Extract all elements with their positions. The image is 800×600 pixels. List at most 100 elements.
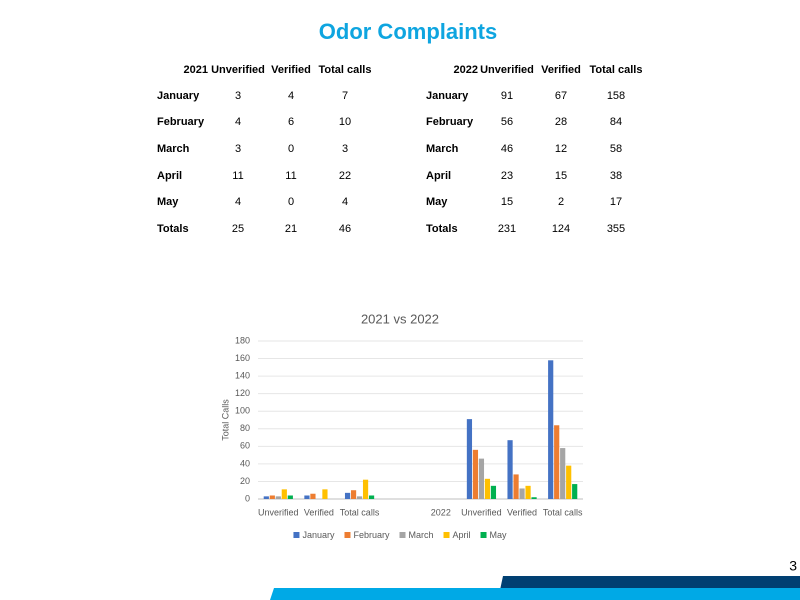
column-header: Verified [541, 64, 581, 76]
legend-swatch [443, 532, 450, 538]
table-cell: 91 [501, 90, 513, 102]
bar [554, 425, 560, 499]
bar [322, 489, 328, 499]
table-cell: 15 [555, 170, 567, 182]
y-tick-label: 80 [240, 423, 250, 433]
table-cell: 38 [610, 170, 622, 182]
table-cell: 11 [285, 170, 296, 182]
table-cell: 3 [235, 90, 241, 102]
legend-swatch [344, 532, 351, 538]
row-label: May [426, 196, 448, 208]
x-tick-label: Unverified [258, 507, 299, 517]
row-label: May [157, 196, 179, 208]
table-cell: 0 [288, 196, 294, 208]
table-cell: 17 [610, 196, 622, 208]
bar [304, 495, 310, 499]
table-cell: 2 [558, 196, 564, 208]
y-tick-label: 20 [240, 476, 250, 486]
footer-bar-light [270, 588, 800, 600]
x-tick-label: 2022 [431, 507, 451, 517]
legend-label: February [353, 530, 390, 540]
y-tick-label: 60 [240, 441, 250, 451]
row-label: March [157, 143, 190, 155]
bar [507, 440, 513, 499]
bar [350, 490, 357, 499]
bar [310, 493, 316, 499]
table-year: 2021 [184, 64, 208, 76]
table-cell: 4 [235, 116, 241, 128]
row-label: Totals [157, 223, 189, 235]
bar [362, 479, 369, 499]
table-cell: 46 [339, 223, 351, 235]
page-number: 3 [789, 558, 797, 574]
bar [525, 485, 531, 499]
table-cell: 10 [339, 116, 351, 128]
y-tick-label: 100 [235, 406, 250, 416]
bar [531, 497, 537, 499]
table-cell: 58 [610, 143, 622, 155]
table-cell: 21 [285, 223, 297, 235]
row-label: January [426, 90, 469, 102]
chart-title: 2021 vs 2022 [361, 311, 439, 326]
legend-label: April [453, 530, 471, 540]
table-cell: 4 [288, 90, 294, 102]
bar [519, 488, 525, 499]
table-cell: 25 [232, 223, 244, 235]
x-tick-label: Total calls [340, 507, 380, 517]
column-header: Unverified [211, 64, 265, 76]
table-cell: 4 [342, 196, 348, 208]
row-label: March [426, 143, 459, 155]
column-header: Unverified [480, 64, 534, 76]
legend-label: January [302, 530, 335, 540]
table-cell: 22 [339, 170, 351, 182]
table-cell: 0 [288, 143, 294, 155]
legend-label: March [409, 530, 434, 540]
table-cell: 231 [498, 223, 516, 235]
x-tick-label: Verified [304, 507, 334, 517]
bar [572, 484, 578, 499]
row-label: Totals [426, 223, 458, 235]
bar [368, 495, 375, 499]
table-cell: 84 [610, 116, 622, 128]
table-cell: 23 [501, 170, 513, 182]
row-label: April [157, 170, 182, 182]
row-label: February [426, 116, 474, 128]
table-cell: 67 [555, 90, 567, 102]
legend-swatch [293, 532, 300, 538]
bar [566, 465, 572, 499]
y-tick-label: 120 [235, 388, 250, 398]
x-tick-label: Total calls [543, 507, 583, 517]
table-cell: 28 [555, 116, 567, 128]
column-header: Total calls [590, 64, 643, 76]
table-year: 2022 [454, 64, 478, 76]
table-cell: 158 [607, 90, 625, 102]
y-axis-label: Total Calls [220, 399, 230, 441]
slide-title: Odor Complaints [319, 19, 497, 44]
bar [548, 360, 554, 499]
bar [344, 492, 351, 499]
table-cell: 11 [232, 170, 243, 182]
bar [281, 489, 287, 499]
y-tick-label: 140 [235, 370, 250, 380]
y-tick-label: 180 [235, 335, 250, 345]
bar [484, 478, 491, 499]
bar [263, 496, 269, 499]
bar [560, 448, 566, 499]
row-label: April [426, 170, 451, 182]
table-cell: 12 [555, 143, 567, 155]
footer-bar-dark [500, 576, 800, 590]
bar [287, 495, 293, 499]
bar [466, 419, 473, 499]
bar [472, 449, 479, 499]
legend-swatch [399, 532, 406, 538]
table-cell: 15 [501, 196, 513, 208]
legend-swatch [480, 532, 487, 538]
bar [478, 458, 485, 499]
x-tick-label: Verified [507, 507, 537, 517]
column-header: Total calls [319, 64, 372, 76]
table-cell: 6 [288, 116, 294, 128]
bar [356, 496, 363, 499]
legend-label: May [490, 530, 508, 540]
table-cell: 56 [501, 116, 513, 128]
